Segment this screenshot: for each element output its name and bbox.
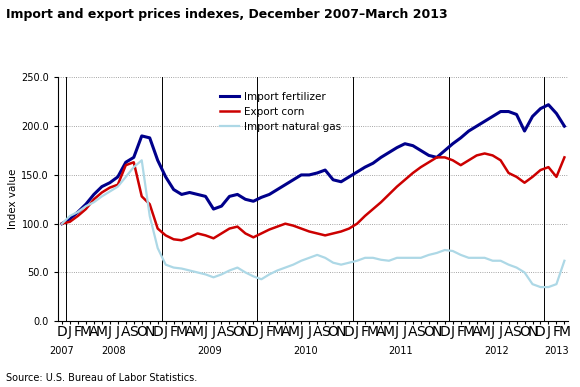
Text: Import and export prices indexes, December 2007–March 2013: Import and export prices indexes, Decemb… (6, 8, 447, 21)
Text: 2012: 2012 (484, 346, 509, 356)
Text: 2011: 2011 (389, 346, 413, 356)
Text: 2008: 2008 (102, 346, 126, 356)
Text: 2009: 2009 (197, 346, 222, 356)
Text: 2013: 2013 (544, 346, 569, 356)
Text: Source: U.S. Bureau of Labor Statistics.: Source: U.S. Bureau of Labor Statistics. (6, 373, 197, 383)
Y-axis label: Index value: Index value (9, 169, 19, 229)
Text: 2010: 2010 (293, 346, 317, 356)
Text: 2007: 2007 (50, 346, 74, 356)
Legend: Import fertilizer, Export corn, Import natural gas: Import fertilizer, Export corn, Import n… (216, 87, 346, 136)
